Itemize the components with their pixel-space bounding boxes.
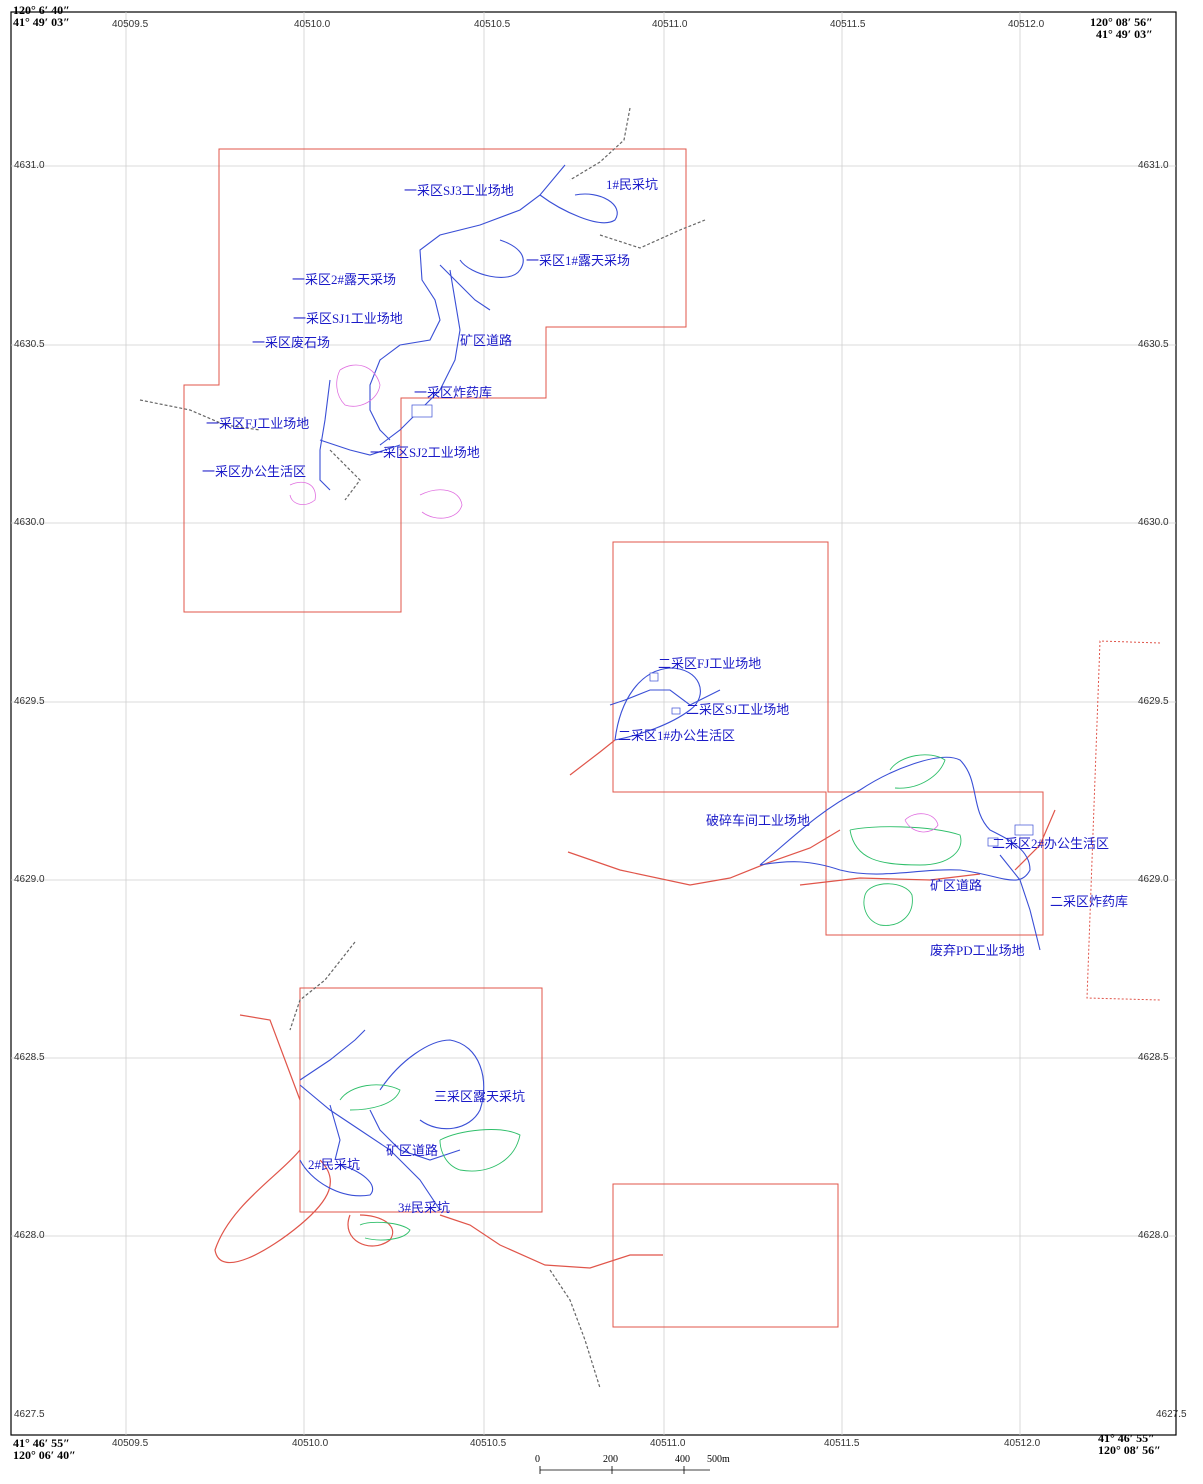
x-tick-bottom: 40512.0: [1004, 1438, 1041, 1449]
x-tick-bottom: 40510.5: [470, 1438, 507, 1449]
y-tick-left: 4629.5: [14, 696, 45, 707]
y-tick-left: 4627.5: [14, 1409, 45, 1420]
y-tick-left: 4628.5: [14, 1052, 45, 1063]
label-area1-open-pit-1: 一采区1#露天采场: [526, 253, 631, 268]
corner-top-left: 120° 6′ 40″ 41° 49′ 03″: [13, 4, 70, 28]
label-area2-office-2: 二采区2#办公生活区: [992, 836, 1110, 851]
y-tick-left: 4630.0: [14, 517, 45, 528]
x-tick-bottom: 40511.0: [650, 1438, 686, 1449]
x-tick-bottom: 40509.5: [112, 1438, 149, 1449]
y-tick-right: 4629.5: [1138, 696, 1169, 707]
boundary-lines: [183, 148, 1161, 1328]
y-tick-left: 4628.0: [14, 1230, 45, 1241]
y-tick-left: 4630.5: [14, 339, 45, 350]
label-area3-open-pit: 三采区露天采坑: [434, 1089, 526, 1104]
corner-top-left-lon: 120° 6′ 40″: [13, 3, 70, 17]
corner-top-right-lon: 120° 08′ 56″: [1090, 15, 1153, 29]
label-area1-explosives-store: 一采区炸药库: [414, 385, 493, 400]
label-private-pit-2: 2#民采坑: [308, 1157, 361, 1172]
area-1-boundary: [183, 148, 687, 613]
small-building-marks: [411, 404, 1034, 847]
x-tick-top: 40510.5: [474, 19, 511, 30]
scale-bar: [539, 1466, 710, 1474]
label-area1-waste-yard: 一采区废石场: [252, 335, 331, 350]
area-2-boundary: [612, 541, 1044, 936]
area-3-boundary: [299, 987, 543, 1213]
corner-top-right: 120° 08′ 56″ 41° 49′ 03″: [1090, 16, 1153, 40]
y-tick-right: 4627.5: [1156, 1409, 1187, 1420]
x-tick-top: 40509.5: [112, 19, 149, 30]
label-area1-sj2-site: 一采区SJ2工业场地: [370, 445, 480, 460]
y-tick-right: 4628.0: [1138, 1230, 1169, 1241]
label-area1-fj-site: 一采区FJ工业场地: [206, 416, 310, 431]
corner-bottom-right-lat: 41° 46′ 55″: [1098, 1431, 1155, 1445]
corner-bottom-right: 41° 46′ 55″ 120° 08′ 56″: [1098, 1432, 1161, 1456]
scale-label-500m: 500m: [707, 1454, 730, 1465]
x-tick-top: 40512.0: [1008, 19, 1045, 30]
pink-areas: [289, 364, 939, 833]
corner-bottom-left: 41° 46′ 55″ 120° 06′ 40″: [13, 1437, 76, 1461]
scale-label-0: 0: [535, 1454, 540, 1465]
y-tick-right: 4630.0: [1138, 517, 1169, 528]
corner-bottom-left-lat: 41° 46′ 55″: [13, 1436, 70, 1450]
label-crusher-site: 破碎车间工业场地: [706, 813, 811, 828]
east-boundary: [1086, 640, 1161, 1001]
y-tick-right: 4631.0: [1138, 160, 1169, 171]
rail-lines: [139, 107, 706, 1389]
y-tick-left: 4629.0: [14, 874, 45, 885]
map-frame: [10, 11, 1177, 1436]
label-mine-road-2: 矿区道路: [930, 878, 983, 893]
blue-roads: [299, 164, 1041, 1211]
green-areas: [339, 754, 962, 1241]
y-tick-right: 4630.5: [1138, 339, 1169, 350]
scale-label-400: 400: [675, 1454, 690, 1465]
label-mine-road-3: 矿区道路: [386, 1143, 439, 1158]
x-tick-top: 40511.5: [830, 19, 866, 30]
label-private-pit-3: 3#民采坑: [398, 1200, 451, 1215]
y-tick-left: 4631.0: [14, 160, 45, 171]
label-area2-office-1: 二采区1#办公生活区: [618, 728, 736, 743]
label-area1-office: 一采区办公生活区: [202, 464, 307, 479]
x-tick-bottom: 40510.0: [292, 1438, 329, 1449]
area-4-boundary: [612, 1183, 839, 1328]
corner-top-right-lat: 41° 49′ 03″: [1096, 27, 1153, 41]
label-abandoned-pd-site: 废弃PD工业场地: [930, 943, 1025, 958]
y-tick-right: 4628.5: [1138, 1052, 1169, 1063]
label-private-pit-1: 1#民采坑: [606, 177, 659, 192]
label-area2-fj-site: 二采区FJ工业场地: [658, 656, 762, 671]
corner-bottom-right-lon: 120° 08′ 56″: [1098, 1443, 1161, 1457]
label-area2-sj-site: 二采区SJ工业场地: [686, 702, 790, 717]
x-tick-top: 40510.0: [294, 19, 331, 30]
corner-top-left-lat: 41° 49′ 03″: [13, 15, 70, 29]
label-mine-road-1: 矿区道路: [460, 333, 513, 348]
red-roads: [214, 739, 1056, 1269]
label-area1-sj3-site: 一采区SJ3工业场地: [404, 183, 514, 198]
scale-label-200: 200: [603, 1454, 618, 1465]
label-area2-explosives-store: 二采区炸药库: [1050, 894, 1129, 909]
x-tick-bottom: 40511.5: [824, 1438, 860, 1449]
label-area1-sj1-site: 一采区SJ1工业场地: [293, 311, 403, 326]
coordinate-grid: [11, 12, 1176, 1435]
y-tick-right: 4629.0: [1138, 874, 1169, 885]
x-tick-top: 40511.0: [652, 19, 688, 30]
corner-bottom-left-lon: 120° 06′ 40″: [13, 1448, 76, 1462]
label-area1-open-pit-2: 一采区2#露天采场: [292, 272, 397, 287]
